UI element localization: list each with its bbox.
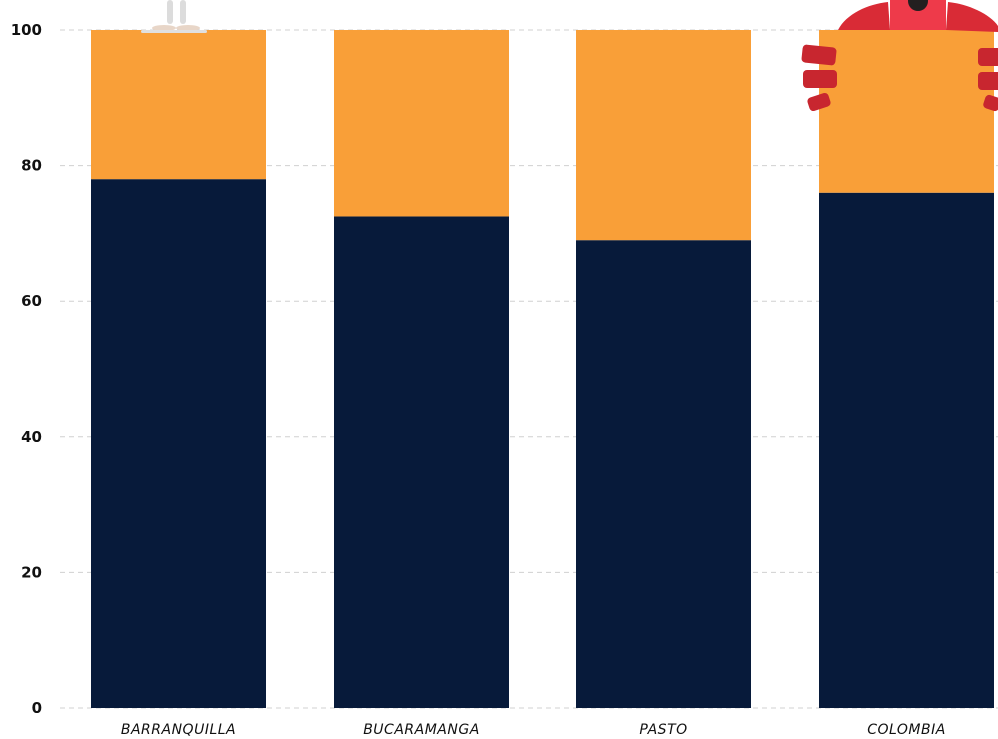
y-axis: 0 20 40 60 80 100 — [11, 21, 42, 717]
bar-segment — [334, 30, 509, 217]
bar-segment — [576, 240, 751, 708]
bar-segment — [819, 30, 994, 193]
y-tick-label: 100 — [11, 21, 42, 39]
x-tick-label: COLOMBIA — [867, 722, 946, 738]
y-tick-label: 40 — [21, 428, 42, 446]
y-tick-label: 60 — [21, 292, 42, 310]
decorations — [141, 0, 998, 112]
bar-segment — [576, 30, 751, 241]
bar-segment — [91, 30, 266, 180]
bars — [91, 30, 994, 709]
bar-segment — [819, 192, 994, 709]
y-tick-label: 80 — [21, 157, 42, 175]
x-tick-label: BARRANQUILLA — [121, 722, 236, 738]
x-tick-label: PASTO — [639, 722, 687, 738]
y-tick-label: 20 — [21, 563, 42, 581]
bar-segment — [334, 216, 509, 708]
x-axis: BARRANQUILLA BUCARAMANGA PASTO COLOMBIA — [121, 722, 946, 738]
bar-segment — [91, 179, 266, 708]
red-monster-icon — [801, 0, 998, 112]
x-tick-label: BUCARAMANGA — [363, 722, 480, 738]
legs-figure-icon — [141, 0, 207, 33]
y-tick-label: 0 — [32, 699, 42, 717]
